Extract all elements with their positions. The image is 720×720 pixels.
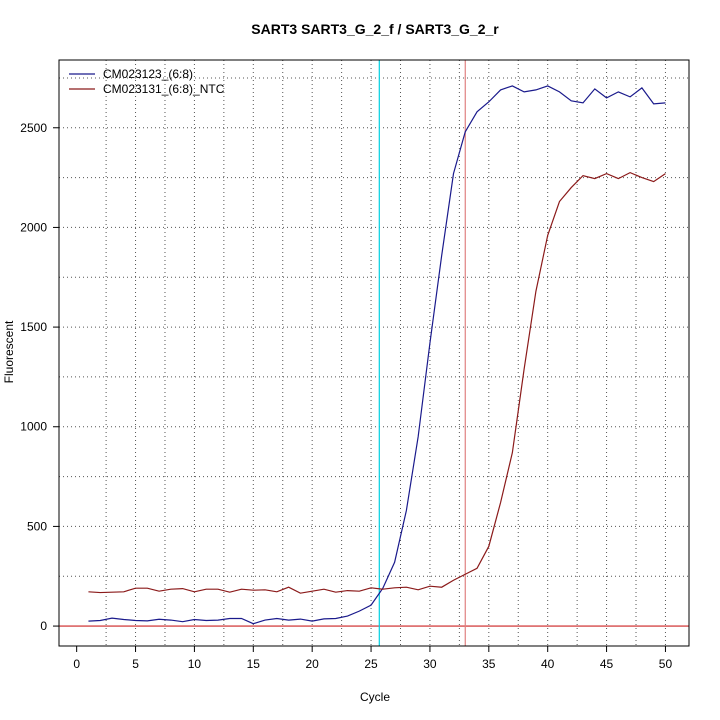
y-tick-label: 0	[40, 619, 47, 633]
x-tick-label: 25	[364, 657, 378, 671]
y-axis-label: Fluorescent	[2, 320, 16, 383]
x-tick-label: 5	[132, 657, 139, 671]
x-tick-label: 30	[423, 657, 437, 671]
series-line-1	[88, 85, 666, 625]
x-tick-label: 20	[305, 657, 319, 671]
grid-lines	[59, 60, 689, 646]
legend-label-1: CM023123_(6:8)	[103, 67, 193, 81]
y-tick-label: 2500	[20, 121, 47, 135]
x-tick-label: 45	[600, 657, 614, 671]
series-line-2	[88, 171, 666, 594]
reference-lines	[59, 60, 689, 646]
x-tick-label: 0	[73, 657, 80, 671]
x-tick-label: 15	[247, 657, 261, 671]
y-tick-label: 1500	[20, 320, 47, 334]
legend: CM023123_(6:8)CM023131_(6:8)_NTC	[69, 67, 225, 96]
y-tick-label: 1000	[20, 420, 47, 434]
x-tick-label: 40	[541, 657, 555, 671]
data-series	[88, 85, 666, 625]
plot-frame	[58, 59, 690, 647]
y-tick-label: 500	[27, 519, 47, 533]
legend-label-2: CM023131_(6:8)_NTC	[103, 82, 225, 96]
chart-title: SART3 SART3_G_2_f / SART3_G_2_r	[251, 21, 499, 37]
x-axis-label: Cycle	[360, 690, 390, 704]
y-tick-label: 2000	[20, 220, 47, 234]
x-tick-label: 35	[482, 657, 496, 671]
x-tick-label: 50	[659, 657, 673, 671]
x-tick-label: 10	[188, 657, 202, 671]
